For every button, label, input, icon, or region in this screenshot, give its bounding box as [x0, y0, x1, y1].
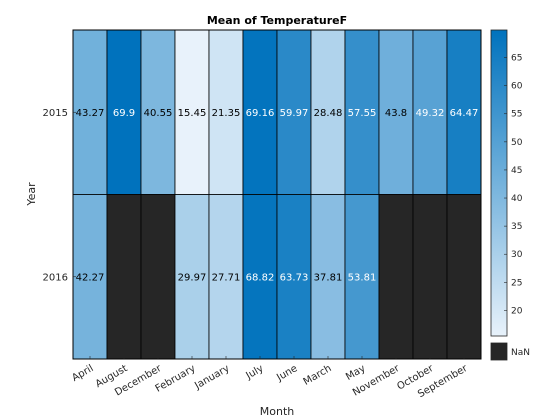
y-tick-label: 2015	[43, 108, 68, 119]
colorbar-tick-label: 35	[511, 222, 522, 232]
heatmap-cell	[174, 194, 210, 360]
cell-value-label: 57.55	[348, 108, 377, 119]
x-tick-label: March	[302, 363, 334, 388]
cell-value-label: 64.47	[450, 108, 479, 119]
cell-value-label: 53.81	[348, 272, 377, 283]
colorbar: 20 25 30 35 40 45 50 55 60 65 NaN	[490, 29, 530, 361]
heatmap-cell	[412, 194, 448, 360]
heatmap-cells: 43.27 69.9 40.55 15.45 21.35 69.16 59.97 28.48 5…	[72, 29, 482, 360]
nan-label: NaN	[511, 348, 530, 358]
x-axis-label: Month	[260, 405, 295, 418]
heatmap-cell	[242, 29, 278, 195]
x-tick-label: May	[344, 363, 367, 383]
heatmap-cell	[106, 194, 142, 360]
x-tick-label: April	[70, 363, 95, 384]
heatmap-cell	[242, 194, 278, 360]
colorbar-tick-label: 25	[511, 278, 522, 288]
colorbar-tick-label: 55	[511, 110, 522, 120]
heatmap-cell	[446, 194, 482, 360]
cell-value-label: 28.48	[314, 108, 343, 119]
heatmap-cell	[276, 194, 312, 360]
cell-value-label: 43.8	[385, 108, 407, 119]
y-tick-labels: 2015 2016	[43, 108, 76, 283]
colorbar-tick-label: 60	[511, 82, 523, 92]
cell-value-label: 43.27	[76, 108, 105, 119]
colorbar-tick-label: 30	[511, 250, 523, 260]
cell-value-label: 63.73	[280, 272, 309, 283]
cell-value-label: 68.82	[246, 272, 275, 283]
colorbar-gradient	[490, 29, 508, 337]
x-tick-label: July	[244, 363, 266, 382]
heatmap-cell	[378, 29, 414, 195]
colorbar-tick-label: 40	[511, 194, 523, 204]
cell-value-label: 29.97	[178, 272, 207, 283]
cell-value-label: 37.81	[314, 272, 343, 283]
heatmap-cell	[344, 194, 380, 360]
y-tick-label: 2016	[43, 272, 68, 283]
heatmap-cell	[310, 194, 346, 360]
colorbar-tick-label: 20	[511, 306, 523, 316]
heatmap-cell	[106, 29, 142, 195]
heatmap-cell	[140, 194, 176, 360]
y-axis-label: Year	[25, 182, 38, 207]
cell-value-label: 21.35	[212, 108, 241, 119]
colorbar-tick-label: 50	[511, 138, 523, 148]
cell-value-label: 59.97	[280, 108, 309, 119]
colorbar-tick-label: 45	[511, 166, 522, 176]
heatmap-cell	[174, 29, 210, 195]
heatmap-cell	[310, 29, 346, 195]
nan-swatch	[490, 342, 508, 361]
cell-value-label: 40.55	[144, 108, 173, 119]
cell-value-label: 69.16	[246, 108, 275, 119]
cell-value-label: 49.32	[416, 108, 445, 119]
colorbar-tick-label: 65	[511, 54, 522, 64]
cell-value-label: 42.27	[76, 272, 105, 283]
heatmap-cell	[72, 29, 108, 195]
cell-value-label: 15.45	[178, 108, 207, 119]
heatmap-cell	[378, 194, 414, 360]
x-tick-label: June	[274, 363, 299, 384]
plot-frame	[72, 29, 482, 360]
cell-value-label: 69.9	[113, 108, 135, 119]
heatmap-cell	[446, 29, 482, 195]
chart-title: Mean of TemperatureF	[207, 14, 347, 27]
cell-value-label: 27.71	[212, 272, 241, 283]
x-tick-label: January	[192, 363, 231, 392]
